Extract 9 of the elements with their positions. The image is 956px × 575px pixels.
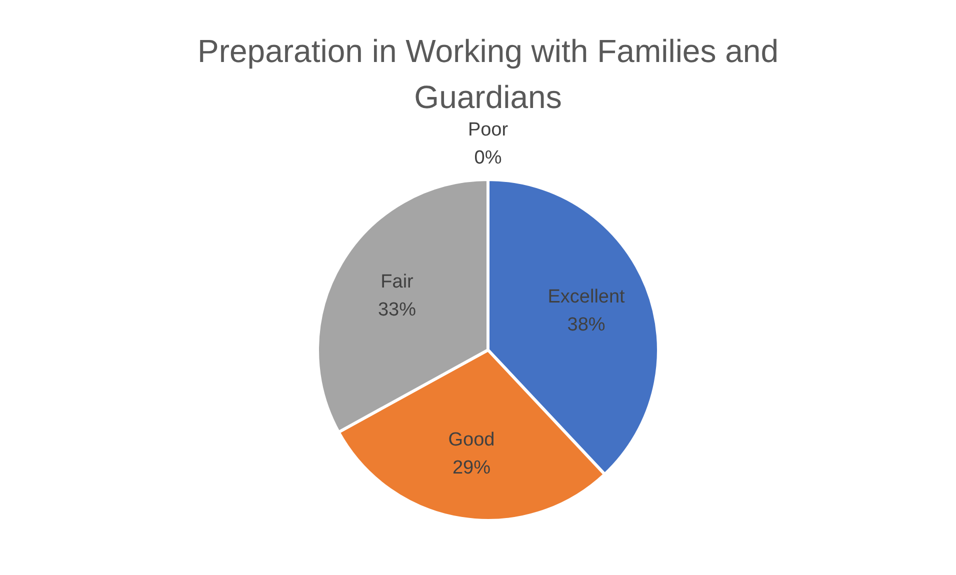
data-label: 33% [378, 299, 416, 320]
category-label: Poor [468, 120, 508, 141]
data-label: 29% [452, 458, 491, 479]
slice-label: Excellent [548, 286, 626, 308]
slice-label: Fair [380, 271, 414, 292]
text: 0% [474, 148, 502, 169]
chart-title: Preparation in Working with Families and Guardians [196, 32, 780, 117]
slice-label: Good [448, 430, 495, 451]
data-label: 38% [567, 314, 606, 336]
